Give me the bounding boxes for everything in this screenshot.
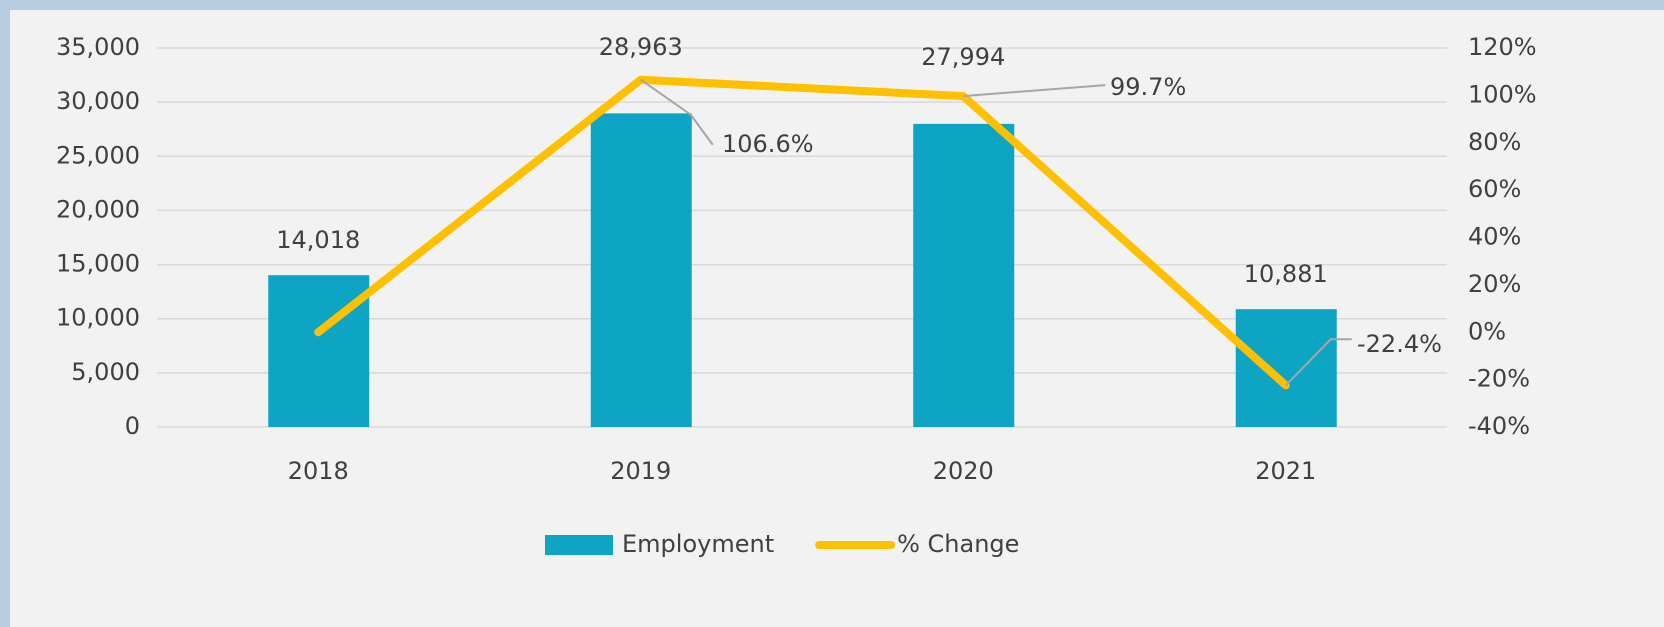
leader-line: [963, 84, 1106, 98]
y-tick-label: 25,000: [56, 141, 140, 169]
line-value-label: 99.7%: [1110, 73, 1186, 101]
y2-tick-label: 0%: [1468, 317, 1506, 345]
legend-label: % Change: [897, 530, 1019, 558]
line: [314, 75, 1290, 390]
x-tick-label: 2018: [288, 457, 349, 485]
line-value-label: -22.4%: [1357, 330, 1442, 358]
y-tick-label: 35,000: [56, 33, 140, 61]
legend-swatch: [545, 535, 613, 555]
bar-value-label: 10,881: [1244, 260, 1328, 288]
leader-line: [640, 78, 714, 146]
bar-value-label: 28,963: [599, 33, 683, 61]
y2-tick-label: -20%: [1468, 365, 1530, 393]
leader-line: [1285, 338, 1352, 387]
legend-label: Employment: [622, 530, 774, 558]
line-value-label: 106.6%: [722, 130, 814, 158]
y2-tick-label: 120%: [1468, 33, 1537, 61]
y-tick-label: 30,000: [56, 87, 140, 115]
bar: [590, 113, 692, 428]
y-tick-label: 15,000: [56, 250, 140, 278]
y-tick-label: 20,000: [56, 195, 140, 223]
bar: [913, 123, 1015, 427]
y-tick-label: 5,000: [71, 358, 140, 386]
y-tick-label: 10,000: [56, 304, 140, 332]
bar-value-label: 14,018: [276, 226, 360, 254]
bar: [268, 275, 370, 427]
bar: [1235, 309, 1337, 427]
y2-tick-label: 100%: [1468, 80, 1537, 108]
y2-tick-label: 60%: [1468, 175, 1521, 203]
y2-tick-label: 40%: [1468, 223, 1521, 251]
y-tick-label: 0: [125, 412, 140, 440]
x-tick-label: 2021: [1255, 457, 1316, 485]
y2-tick-label: 20%: [1468, 270, 1521, 298]
x-tick-label: 2020: [933, 457, 994, 485]
y2-tick-label: 80%: [1468, 128, 1521, 156]
y2-tick-label: -40%: [1468, 412, 1530, 440]
x-tick-label: 2019: [610, 457, 671, 485]
bar-value-label: 27,994: [921, 43, 1005, 71]
